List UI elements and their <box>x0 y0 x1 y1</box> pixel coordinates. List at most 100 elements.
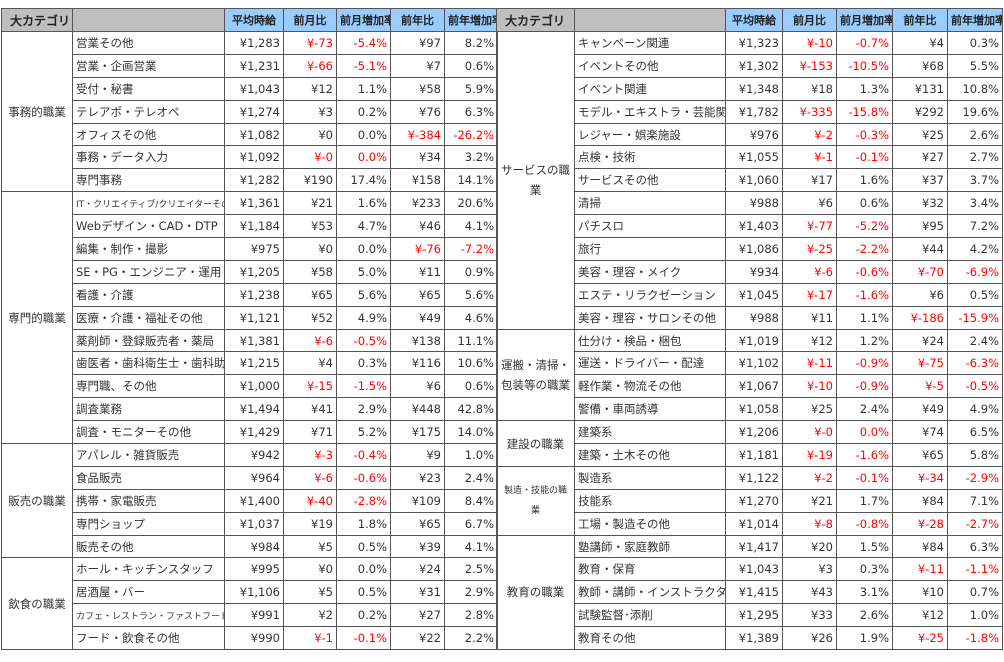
table-row: パチスロ ¥1,403 ¥-77 -5.2% ¥95 7.2% <box>497 214 1003 239</box>
average-wage-cell: ¥976 <box>725 122 783 147</box>
mom-diff-cell: ¥-3 <box>283 443 337 467</box>
average-wage-cell: ¥1,043 <box>725 557 783 582</box>
average-wage-cell: ¥991 <box>224 603 284 628</box>
yoy-diff-cell: ¥46 <box>390 214 445 239</box>
yoy-diff-cell: ¥49 <box>892 397 948 422</box>
table-row: SE・PG・エンジニア・運用 ¥1,205 ¥58 5.0% ¥11 0.9% <box>2 259 498 284</box>
table-row: 事務・データ入力 ¥1,092 ¥-0 0.0% ¥34 3.2% <box>2 145 498 170</box>
mom-diff-cell: ¥0 <box>283 122 337 147</box>
yoy-rate-cell: 8.4% <box>444 488 498 513</box>
average-wage-cell: ¥1,238 <box>224 282 284 307</box>
subcategory-cell: 美容・理容・サロンその他 <box>574 305 726 330</box>
yoy-diff-cell: ¥175 <box>390 420 445 445</box>
subcategory-cell: 教育・保育 <box>574 557 726 582</box>
yoy-diff-cell: ¥158 <box>390 168 445 193</box>
mom-rate-cell: -0.4% <box>336 443 391 467</box>
mom-rate-cell: -0.8% <box>836 511 893 536</box>
mom-rate-cell: 0.5% <box>336 534 391 559</box>
table-row: 点検・技術 ¥1,055 ¥-1 -0.1% ¥27 2.7% <box>497 145 1003 170</box>
yoy-diff-cell: ¥84 <box>892 488 948 513</box>
mom-diff-cell: ¥4 <box>283 351 337 376</box>
mom-diff-cell: ¥20 <box>782 534 837 559</box>
yoy-rate-cell: 5.9% <box>444 76 498 101</box>
mom-rate-cell: -0.3% <box>836 122 893 147</box>
subcategory-cell: 看護・介護 <box>72 282 225 307</box>
mom-rate-cell: 0.3% <box>336 351 391 376</box>
mom-rate-cell: -0.9% <box>836 374 893 399</box>
category-cell: 運搬・清掃・包装等の職業 <box>496 328 575 422</box>
average-wage-cell: ¥1,389 <box>725 626 783 651</box>
average-wage-cell: ¥1,055 <box>725 145 783 170</box>
table-row: 看護・介護 ¥1,238 ¥65 5.6% ¥65 5.6% <box>2 282 498 307</box>
yoy-rate-cell: 3.7% <box>947 168 1003 193</box>
average-wage-cell: ¥988 <box>725 305 783 330</box>
average-wage-cell: ¥1,121 <box>224 305 284 330</box>
average-wage-cell: ¥1,181 <box>725 443 783 467</box>
header-category: 大カテゴリ <box>1 8 73 32</box>
yoy-diff-cell: ¥4 <box>892 31 948 55</box>
mom-rate-cell: 4.7% <box>336 214 391 239</box>
yoy-rate-cell: 6.5% <box>947 420 1003 445</box>
yoy-rate-cell: 4.1% <box>444 534 498 559</box>
table-row: 美容・理容・サロンその他 ¥988 ¥11 1.1% ¥-186 -15.9% <box>497 305 1003 330</box>
mom-rate-cell: 1.1% <box>336 76 391 101</box>
category-cell: サービスの職業 <box>496 31 575 330</box>
yoy-diff-cell: ¥44 <box>892 237 948 261</box>
mom-rate-cell: 5.6% <box>336 282 391 307</box>
average-wage-cell: ¥1,348 <box>725 76 783 101</box>
table-row: 旅行 ¥1,086 ¥-25 -2.2% ¥44 4.2% <box>497 237 1003 261</box>
mom-rate-cell: -5.2% <box>836 214 893 239</box>
yoy-rate-cell: 0.6% <box>444 53 498 78</box>
mom-rate-cell: 1.2% <box>836 328 893 353</box>
yoy-rate-cell: 1.0% <box>444 443 498 467</box>
subcategory-cell: 美容・理容・メイク <box>574 259 726 284</box>
header-month-over-month: 前月比 <box>782 8 837 32</box>
average-wage-cell: ¥975 <box>224 237 284 261</box>
average-wage-cell: ¥1,274 <box>224 99 284 124</box>
subcategory-cell: SE・PG・エンジニア・運用 <box>72 259 225 284</box>
table-row: 専門職、その他 ¥1,000 ¥-15 -1.5% ¥6 0.6% <box>2 374 498 399</box>
table-row: 販売の職業 アパレル・雑貨販売 ¥942 ¥-3 -0.4% ¥9 1.0% <box>1 443 498 559</box>
mom-rate-cell: -15.8% <box>836 99 893 124</box>
yoy-diff-cell: ¥58 <box>390 76 445 101</box>
yoy-diff-cell: ¥-28 <box>892 511 948 536</box>
table-row: 医療・介護・福祉その他 ¥1,121 ¥52 4.9% ¥49 4.6% <box>2 305 498 330</box>
table-row: カフェ・レストラン・ファストフード ¥991 ¥2 0.2% ¥27 2.8% <box>2 603 498 628</box>
average-wage-cell: ¥1,215 <box>224 351 284 376</box>
mom-rate-cell: 5.0% <box>336 259 391 284</box>
yoy-diff-cell: ¥84 <box>892 534 948 559</box>
table-row: イベントその他 ¥1,302 ¥-153 -10.5% ¥68 5.5% <box>497 53 1003 78</box>
average-wage-cell: ¥1,429 <box>224 420 284 445</box>
yoy-diff-cell: ¥97 <box>390 31 445 55</box>
mom-diff-cell: ¥3 <box>283 99 337 124</box>
mom-rate-cell: -5.4% <box>336 31 391 55</box>
table-row: 教育・保育 ¥1,043 ¥3 0.3% ¥-11 -1.1% <box>497 557 1003 582</box>
mom-diff-cell: ¥18 <box>782 76 837 101</box>
mom-diff-cell: ¥53 <box>283 214 337 239</box>
mom-rate-cell: 0.6% <box>836 191 893 216</box>
mom-diff-cell: ¥-19 <box>782 443 837 467</box>
mom-rate-cell: -2.8% <box>336 488 391 513</box>
yoy-diff-cell: ¥-25 <box>892 626 948 651</box>
mom-diff-cell: ¥21 <box>283 191 337 216</box>
mom-diff-cell: ¥-335 <box>782 99 837 124</box>
yoy-rate-cell: 2.4% <box>444 465 498 490</box>
mom-diff-cell: ¥12 <box>782 328 837 353</box>
table-row: 教育の職業 塾講師・家庭教師 ¥1,417 ¥20 1.5% ¥84 6.3% <box>496 534 1003 651</box>
subcategory-cell: 清掃 <box>574 191 726 216</box>
subcategory-cell: 調査・モニターその他 <box>72 420 225 445</box>
mom-diff-cell: ¥-6 <box>283 328 337 353</box>
table-row: 製造・技能の職業 製造系 ¥1,122 ¥-2 -0.1% ¥-34 -2.9% <box>496 465 1003 536</box>
yoy-rate-cell: 10.8% <box>947 76 1003 101</box>
yoy-diff-cell: ¥-11 <box>892 557 948 582</box>
yoy-rate-cell: 5.6% <box>444 282 498 307</box>
yoy-rate-cell: 10.6% <box>444 351 498 376</box>
header-subcategory <box>72 8 225 32</box>
yoy-diff-cell: ¥65 <box>390 511 445 536</box>
mom-diff-cell: ¥5 <box>283 580 337 605</box>
yoy-diff-cell: ¥7 <box>390 53 445 78</box>
yoy-rate-cell: -1.1% <box>947 557 1003 582</box>
subcategory-cell: 調査業務 <box>72 397 225 422</box>
yoy-diff-cell: ¥10 <box>892 580 948 605</box>
yoy-diff-cell: ¥65 <box>390 282 445 307</box>
